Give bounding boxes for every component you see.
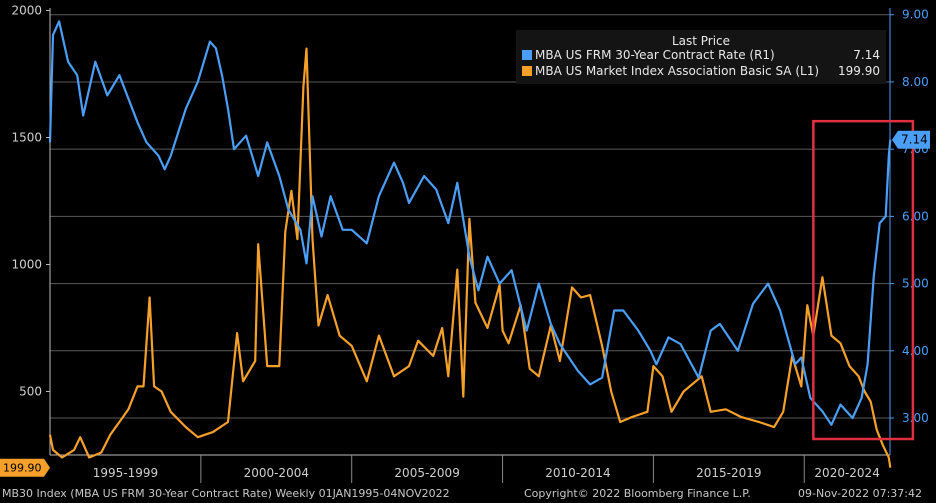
footer-copyright: Copyright© 2022 Bloomberg Finance L.P.: [524, 487, 751, 500]
legend-label-index: MBA US Market Index Association Basic SA…: [535, 64, 820, 78]
index-last-value-text: 199.90: [3, 462, 42, 475]
period-label: 2000-2004: [244, 466, 309, 480]
footer-source: MB30 Index (MBA US FRM 30-Year Contract …: [2, 487, 450, 500]
legend-label-rate: MBA US FRM 30-Year Contract Rate (R1): [535, 48, 775, 62]
rate-series-line: [48, 20, 892, 426]
legend-swatch-index: [522, 66, 532, 76]
highlight-box: [812, 119, 915, 441]
left-axis-ticks: 500 1000 1500 2000: [11, 4, 50, 399]
period-label: 2005-2009: [394, 466, 459, 480]
series-layer: [48, 20, 892, 468]
legend-entry-index: MBA US Market Index Association Basic SA…: [522, 64, 880, 80]
period-label: 2020-2024: [814, 466, 879, 480]
footer-timestamp: 09-Nov-2022 07:37:42: [798, 487, 923, 500]
index-last-value-tag: [0, 458, 50, 477]
period-label: 1995-1999: [93, 466, 158, 480]
legend-value-rate: 7.14: [853, 48, 880, 62]
period-label: 2015-2019: [696, 466, 761, 480]
rate-last-value-text: 7.14: [901, 133, 928, 147]
left-tick-label: 1500: [11, 131, 42, 145]
right-tick-label: 8.00: [902, 75, 929, 89]
footer: MB30 Index (MBA US FRM 30-Year Contract …: [0, 486, 936, 503]
right-tick-label: 9.00: [902, 8, 929, 22]
legend-header: Last Price: [671, 34, 731, 48]
legend-entry-rate: MBA US FRM 30-Year Contract Rate (R1) 7.…: [522, 48, 880, 64]
right-tick-label: 3.00: [902, 411, 929, 425]
right-tick-label: 4.00: [902, 344, 929, 358]
last-value-tags: 7.14 199.90: [0, 130, 930, 477]
legend: Last Price MBA US FRM 30-Year Contract R…: [516, 30, 886, 84]
left-tick-label: 500: [19, 385, 42, 399]
index-series-line: [48, 47, 892, 468]
right-tick-label: 6.00: [902, 209, 929, 223]
right-axis-ticks: 3.004.005.006.007.008.009.00: [890, 8, 929, 425]
right-tick-label: 5.00: [902, 277, 929, 291]
grid-lines: [50, 14, 890, 419]
x-axis-period-labels: 1995-1999 2000-2004 2005-2009 2010-2014 2015…: [93, 455, 880, 483]
left-tick-label: 2000: [11, 4, 42, 18]
legend-value-index: 199.90: [838, 64, 880, 78]
legend-swatch-rate: [522, 50, 532, 60]
left-tick-label: 1000: [11, 258, 42, 272]
axes: [49, 8, 891, 456]
period-label: 2010-2014: [545, 466, 610, 480]
rate-last-value-tag: [892, 130, 930, 149]
